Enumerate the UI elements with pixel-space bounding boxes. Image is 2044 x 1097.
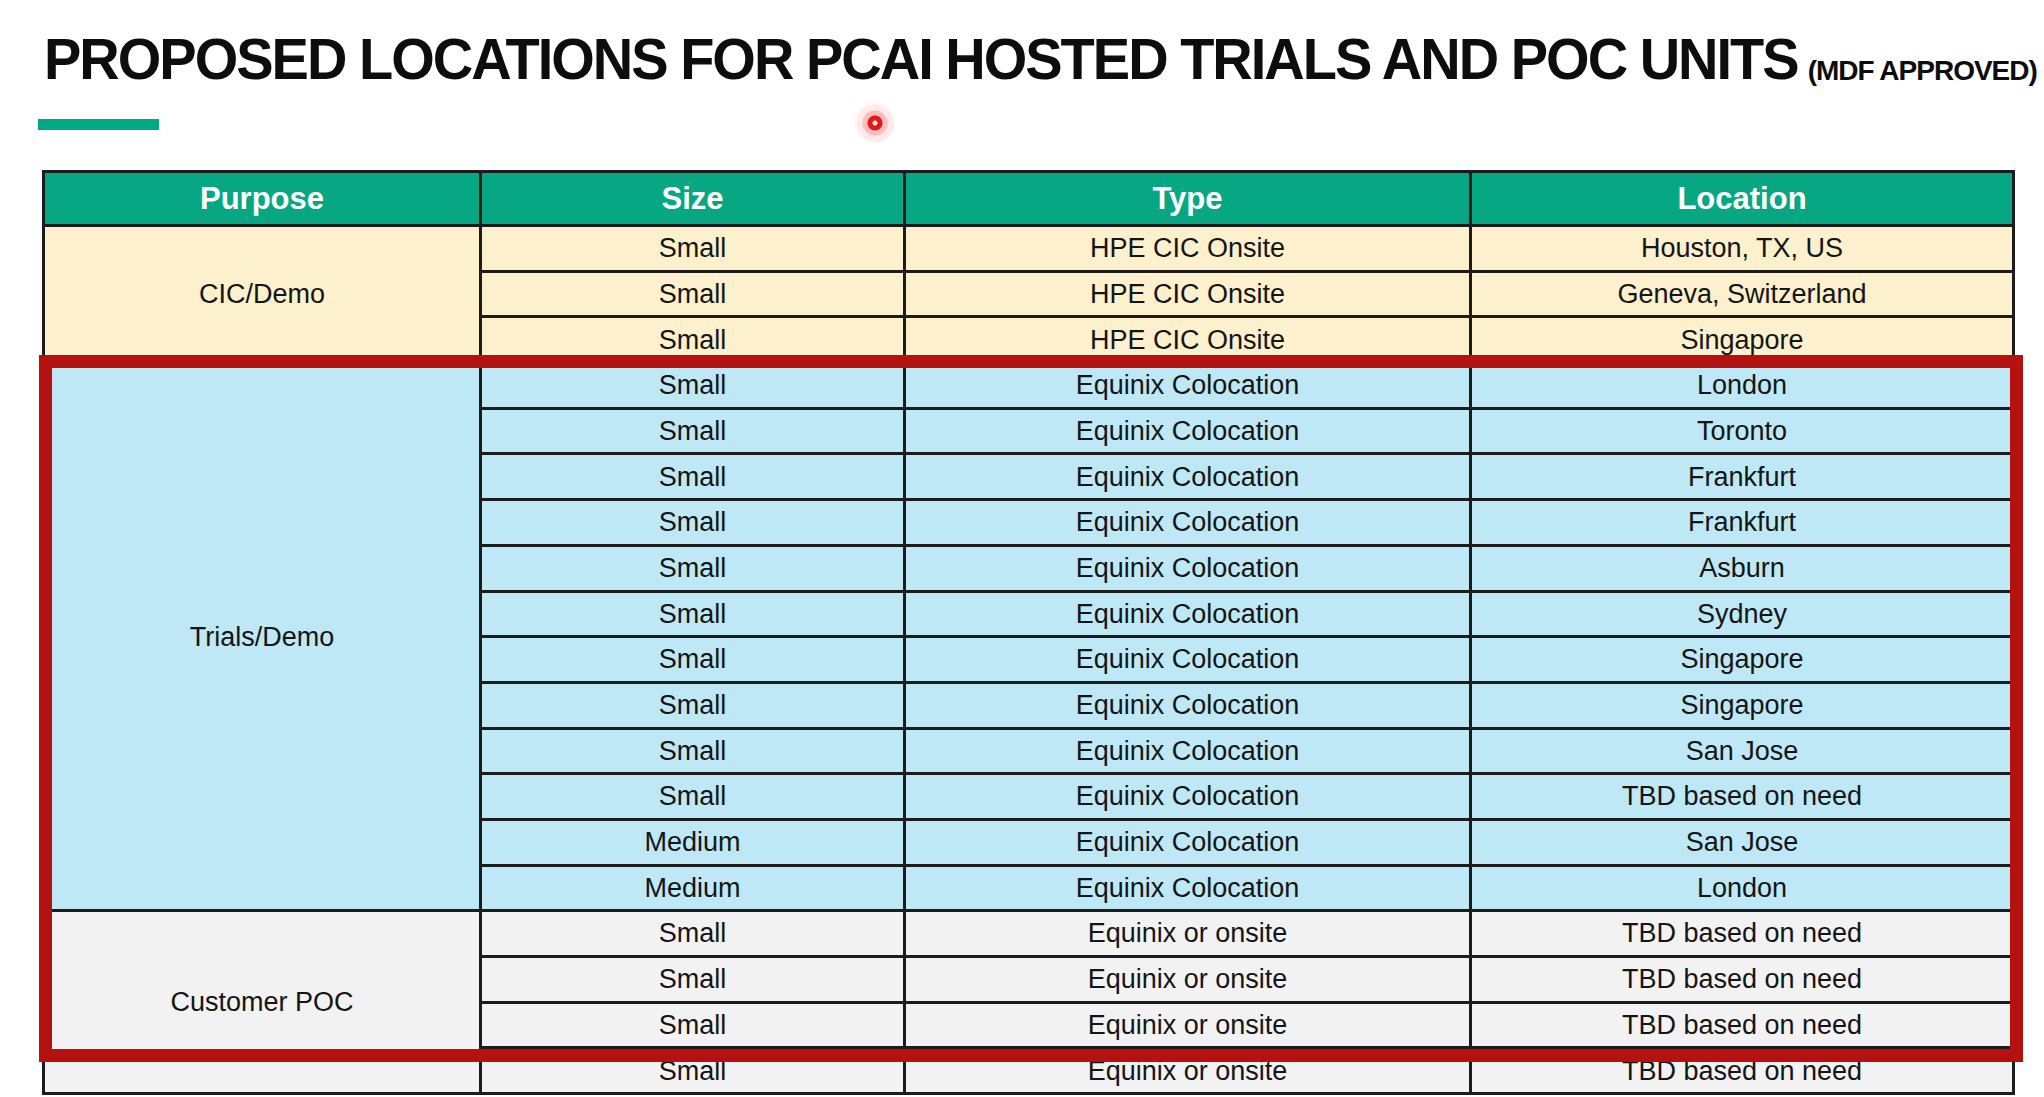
size-cell: Small	[481, 226, 905, 272]
location-cell: TBD based on need	[1471, 1002, 2014, 1048]
size-cell: Small	[481, 408, 905, 454]
size-cell: Small	[481, 774, 905, 820]
location-cell: Asburn	[1471, 545, 2014, 591]
location-cell: TBD based on need	[1471, 911, 2014, 957]
location-cell: Sydney	[1471, 591, 2014, 637]
column-header-type: Type	[905, 172, 1471, 226]
type-cell: Equinix Colocation	[905, 819, 1471, 865]
purpose-cell: Customer POC	[44, 911, 481, 1094]
location-cell: TBD based on need	[1471, 957, 2014, 1003]
type-cell: Equinix Colocation	[905, 545, 1471, 591]
size-cell: Medium	[481, 819, 905, 865]
size-cell: Small	[481, 637, 905, 683]
size-cell: Small	[481, 271, 905, 317]
type-cell: Equinix Colocation	[905, 500, 1471, 546]
size-cell: Small	[481, 500, 905, 546]
type-cell: HPE CIC Onsite	[905, 317, 1471, 363]
type-cell: Equinix or onsite	[905, 1002, 1471, 1048]
type-cell: Equinix Colocation	[905, 408, 1471, 454]
purpose-cell: Trials/Demo	[44, 363, 481, 911]
type-cell: Equinix Colocation	[905, 682, 1471, 728]
type-cell: Equinix or onsite	[905, 957, 1471, 1003]
location-cell: Houston, TX, US	[1471, 226, 2014, 272]
type-cell: Equinix Colocation	[905, 728, 1471, 774]
size-cell: Small	[481, 1048, 905, 1094]
table-row: Customer POCSmallEquinix or onsiteTBD ba…	[44, 911, 2014, 957]
location-cell: Singapore	[1471, 317, 2014, 363]
location-cell: London	[1471, 865, 2014, 911]
type-cell: Equinix Colocation	[905, 363, 1471, 409]
table-body: CIC/DemoSmallHPE CIC OnsiteHouston, TX, …	[44, 226, 2014, 1094]
type-cell: Equinix Colocation	[905, 637, 1471, 683]
table-row: CIC/DemoSmallHPE CIC OnsiteHouston, TX, …	[44, 226, 2014, 272]
purpose-cell: CIC/Demo	[44, 226, 481, 363]
location-cell: TBD based on need	[1471, 774, 2014, 820]
column-header-purpose: Purpose	[44, 172, 481, 226]
column-header-size: Size	[481, 172, 905, 226]
type-cell: Equinix Colocation	[905, 591, 1471, 637]
location-cell: San Jose	[1471, 819, 2014, 865]
laser-pointer-dot	[853, 101, 897, 145]
size-cell: Small	[481, 454, 905, 500]
size-cell: Medium	[481, 865, 905, 911]
page-title-row: PROPOSED LOCATIONS FOR PCAI HOSTED TRIAL…	[44, 28, 2019, 93]
location-cell: Singapore	[1471, 637, 2014, 683]
size-cell: Small	[481, 728, 905, 774]
type-cell: Equinix Colocation	[905, 774, 1471, 820]
table-header-row: Purpose Size Type Location	[44, 172, 2014, 226]
location-cell: Geneva, Switzerland	[1471, 271, 2014, 317]
title-accent-bar	[38, 119, 159, 130]
location-cell: San Jose	[1471, 728, 2014, 774]
size-cell: Small	[481, 682, 905, 728]
location-cell: Singapore	[1471, 682, 2014, 728]
type-cell: HPE CIC Onsite	[905, 271, 1471, 317]
location-cell: London	[1471, 363, 2014, 409]
size-cell: Small	[481, 1002, 905, 1048]
type-cell: Equinix Colocation	[905, 454, 1471, 500]
page-title: PROPOSED LOCATIONS FOR PCAI HOSTED TRIAL…	[44, 25, 1798, 93]
location-cell: TBD based on need	[1471, 1048, 2014, 1094]
size-cell: Small	[481, 911, 905, 957]
type-cell: Equinix Colocation	[905, 865, 1471, 911]
size-cell: Small	[481, 363, 905, 409]
location-cell: Frankfurt	[1471, 454, 2014, 500]
size-cell: Small	[481, 591, 905, 637]
size-cell: Small	[481, 545, 905, 591]
table-row: Trials/DemoSmallEquinix ColocationLondon	[44, 363, 2014, 409]
locations-table: Purpose Size Type Location CIC/DemoSmall…	[42, 170, 2015, 1095]
page-title-suffix: (MDF APPROVED)	[1808, 55, 2037, 87]
type-cell: Equinix or onsite	[905, 911, 1471, 957]
size-cell: Small	[481, 317, 905, 363]
type-cell: Equinix or onsite	[905, 1048, 1471, 1094]
slide-page: PROPOSED LOCATIONS FOR PCAI HOSTED TRIAL…	[0, 0, 2044, 1097]
location-cell: Toronto	[1471, 408, 2014, 454]
location-cell: Frankfurt	[1471, 500, 2014, 546]
type-cell: HPE CIC Onsite	[905, 226, 1471, 272]
size-cell: Small	[481, 957, 905, 1003]
column-header-location: Location	[1471, 172, 2014, 226]
